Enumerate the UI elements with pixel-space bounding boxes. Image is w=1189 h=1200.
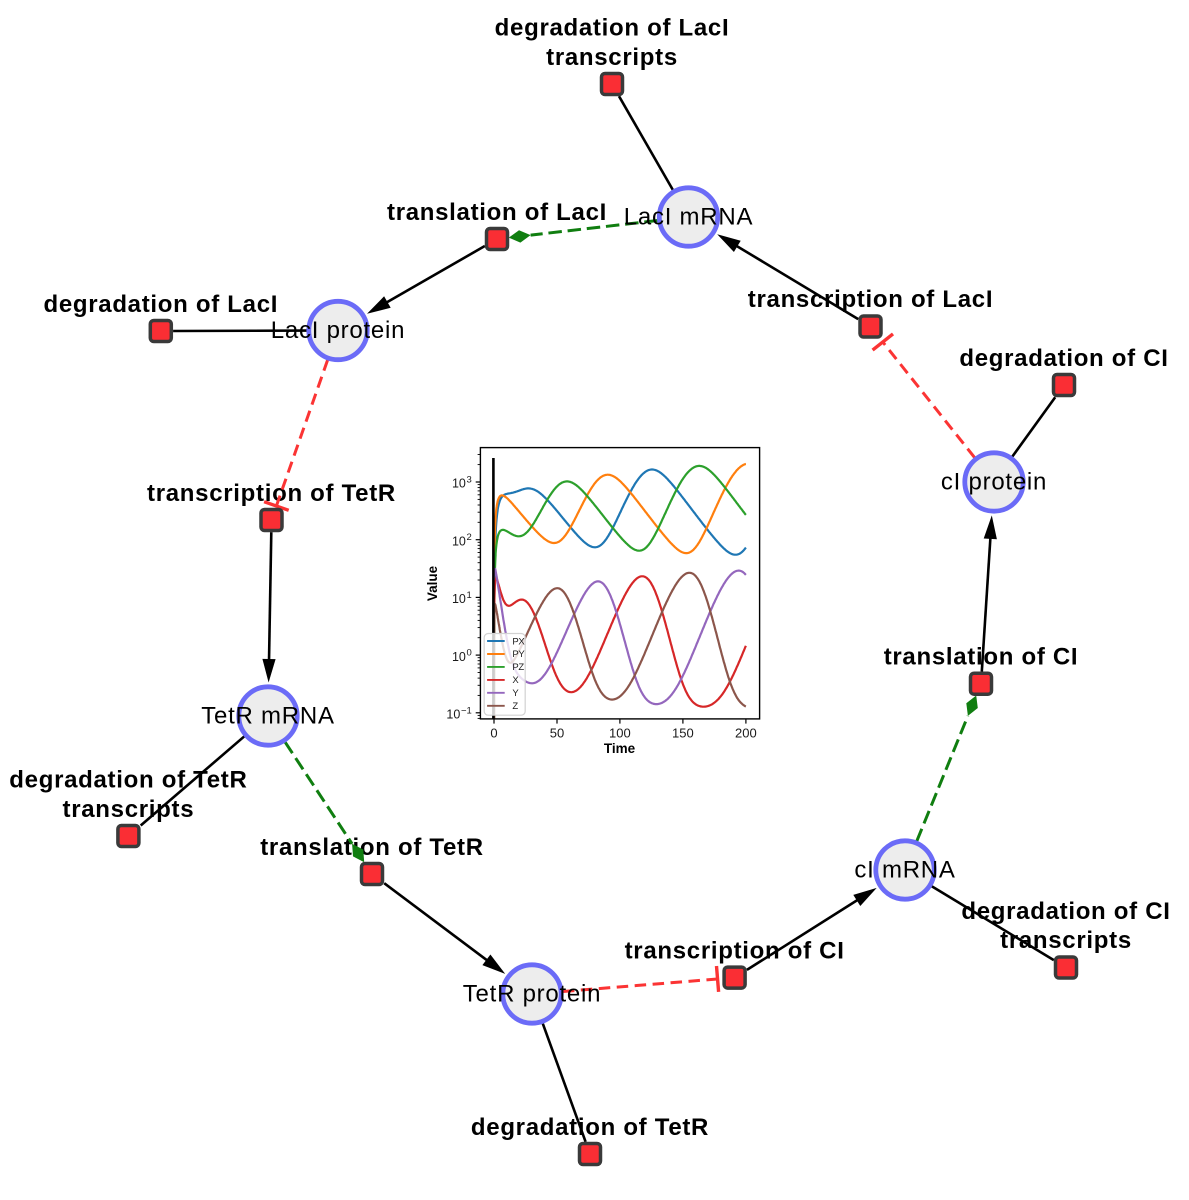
svg-text:translation of CI: translation of CI — [884, 644, 1079, 671]
svg-text:degradation of TetR: degradation of TetR — [9, 767, 247, 794]
svg-text:Value: Value — [425, 565, 440, 601]
svg-text:X: X — [512, 675, 519, 686]
svg-text:PX: PX — [512, 636, 525, 647]
svg-text:transcripts: transcripts — [63, 796, 195, 823]
svg-text:transcription of TetR: transcription of TetR — [147, 480, 396, 507]
svg-text:PZ: PZ — [512, 662, 524, 673]
svg-text:degradation of CI: degradation of CI — [961, 898, 1170, 925]
svg-text:transcription of LacI: transcription of LacI — [748, 286, 993, 313]
svg-text:−1: −1 — [461, 705, 472, 716]
svg-text:10: 10 — [446, 708, 460, 722]
svg-text:Z: Z — [512, 701, 518, 712]
svg-text:transcription of CI: transcription of CI — [625, 937, 845, 964]
svg-text:degradation of LacI: degradation of LacI — [43, 291, 278, 318]
svg-text:transcripts: transcripts — [546, 44, 678, 71]
svg-text:200: 200 — [735, 725, 757, 740]
svg-text:cI protein: cI protein — [941, 469, 1047, 496]
svg-text:0: 0 — [490, 725, 497, 740]
svg-text:10: 10 — [452, 592, 466, 606]
svg-text:LacI protein: LacI protein — [271, 317, 405, 344]
svg-text:translation of LacI: translation of LacI — [387, 199, 607, 226]
svg-text:degradation of LacI: degradation of LacI — [495, 15, 730, 42]
svg-text:TetR protein: TetR protein — [463, 981, 601, 1008]
svg-text:LacI mRNA: LacI mRNA — [624, 204, 753, 231]
svg-text:150: 150 — [672, 725, 694, 740]
svg-text:50: 50 — [550, 725, 564, 740]
svg-text:Y: Y — [512, 688, 519, 699]
svg-text:0: 0 — [467, 648, 472, 659]
svg-text:10: 10 — [452, 477, 466, 491]
svg-text:2: 2 — [467, 532, 472, 543]
svg-text:translation of TetR: translation of TetR — [260, 834, 484, 861]
svg-text:10: 10 — [452, 534, 466, 548]
svg-text:1: 1 — [467, 590, 472, 601]
svg-text:TetR mRNA: TetR mRNA — [201, 703, 334, 730]
svg-text:3: 3 — [467, 475, 472, 486]
svg-text:degradation of TetR: degradation of TetR — [471, 1114, 709, 1141]
svg-text:100: 100 — [609, 725, 631, 740]
svg-text:Time: Time — [604, 741, 636, 756]
svg-text:PY: PY — [512, 649, 525, 660]
svg-text:10: 10 — [452, 650, 466, 664]
svg-text:degradation of CI: degradation of CI — [959, 345, 1168, 372]
svg-text:cI mRNA: cI mRNA — [854, 857, 955, 884]
